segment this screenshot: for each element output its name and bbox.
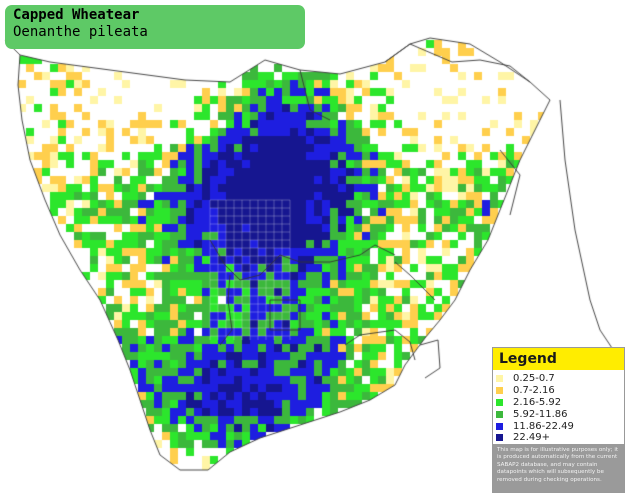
legend-swatch: [496, 375, 503, 383]
legend-label: 22.49+: [513, 432, 551, 444]
legend-list: 0.25-0.7 0.7-2.16 2.16-5.92 5.92-11.86 1…: [493, 373, 624, 444]
legend-disclaimer: This map is for illustrative purposes on…: [493, 444, 624, 492]
legend-item: 0.25-0.7: [496, 373, 624, 385]
legend-heading: Legend: [493, 348, 624, 370]
legend-item: 5.92-11.86: [496, 408, 624, 420]
legend-item: 0.7-2.16: [496, 385, 624, 397]
legend-swatch: [496, 422, 503, 430]
species-common-name: Capped Wheatear: [13, 7, 140, 23]
species-scientific-name: Oenanthe pileata: [13, 24, 148, 40]
legend-swatch: [496, 387, 503, 395]
legend-label: 5.92-11.86: [513, 408, 568, 420]
legend-item: 22.49+: [496, 432, 624, 444]
species-title-box: Capped Wheatear Oenanthe pileata: [5, 5, 305, 49]
legend-swatch: [496, 410, 503, 418]
legend-swatch: [496, 434, 503, 442]
legend-item: 2.16-5.92: [496, 397, 624, 409]
legend-swatch: [496, 398, 503, 406]
legend-item: 11.86-22.49: [496, 420, 624, 432]
legend-panel: Legend 0.25-0.7 0.7-2.16 2.16-5.92 5.92-…: [492, 347, 625, 493]
legend-label: 11.86-22.49: [513, 420, 574, 432]
legend-label: 0.25-0.7: [513, 373, 555, 385]
legend-label: 2.16-5.92: [513, 396, 562, 408]
legend-label: 0.7-2.16: [513, 385, 555, 397]
